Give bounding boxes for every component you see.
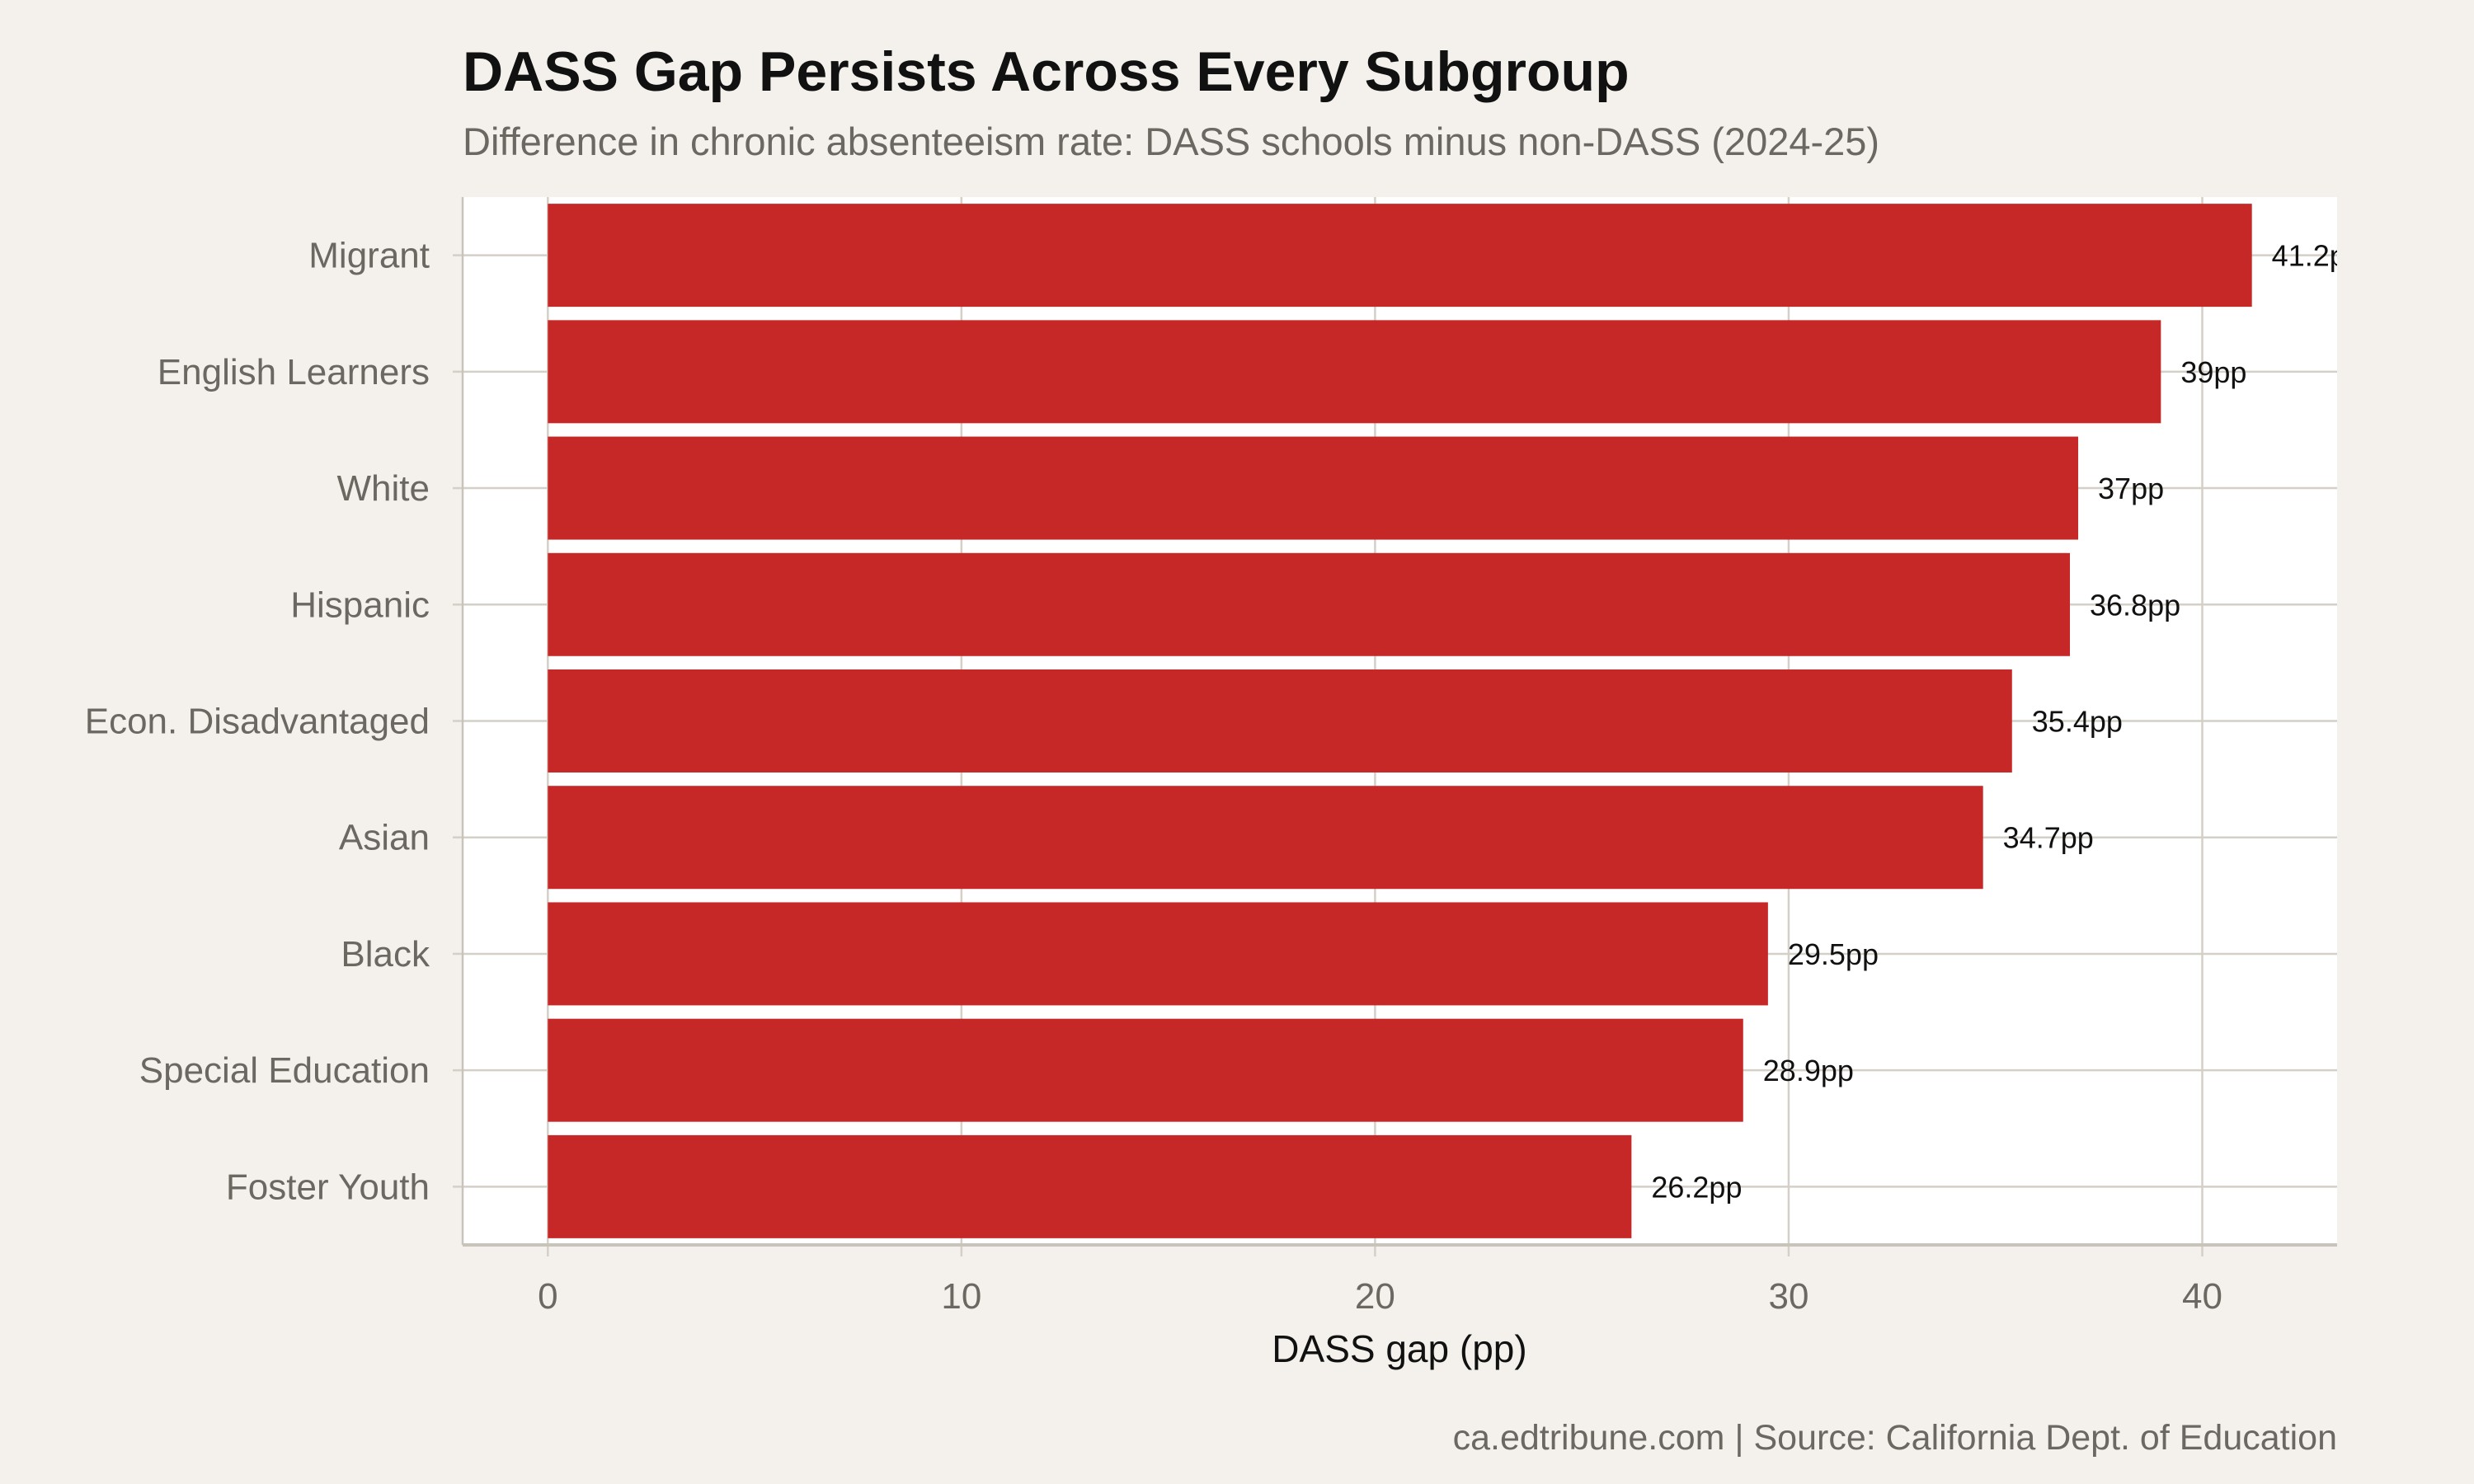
caption: ca.edtribune.com | Source: California De… (1453, 1418, 2337, 1458)
value-label: 36.8pp (2090, 588, 2180, 622)
value-label: 26.2pp (1651, 1170, 1742, 1204)
value-label: 35.4pp (2032, 705, 2123, 739)
value-label: 37pp (2098, 472, 2164, 505)
x-tick-label: 0 (538, 1276, 557, 1317)
x-tick-label: 10 (941, 1276, 981, 1317)
x-axis-label: DASS gap (pp) (1272, 1327, 1526, 1370)
value-label: 39pp (2180, 355, 2246, 389)
bar (548, 436, 2079, 540)
value-label: 28.9pp (1763, 1054, 1854, 1087)
x-tick-label: 20 (1355, 1276, 1395, 1317)
bar (548, 552, 2071, 656)
value-label: 34.7pp (2003, 821, 2094, 855)
bar (548, 204, 2252, 308)
y-tick-label: Econ. Disadvantaged (85, 702, 430, 742)
x-tick-label: 40 (2182, 1276, 2222, 1317)
y-tick-label: English Learners (158, 352, 430, 392)
bars (548, 204, 2252, 1238)
bar (548, 786, 1983, 890)
y-tick-label: White (337, 468, 430, 509)
axes: 0 10 20 30 40 Migrant English Learners White His… (85, 197, 2337, 1317)
value-label: 29.5pp (1788, 937, 1879, 971)
y-tick-label: Foster Youth (226, 1167, 430, 1207)
bar (548, 669, 2012, 773)
value-labels: 41.2pp 39pp 37pp 36.8pp 35.4pp 34.7pp 29.5pp 28… (1651, 239, 2363, 1205)
x-tick-label: 30 (1768, 1276, 1808, 1317)
chart-title: DASS Gap Persists Across Every Subgroup (463, 40, 1630, 103)
bar (548, 1134, 1632, 1238)
y-tick-label: Black (341, 934, 430, 974)
y-tick-label: Special Education (139, 1050, 430, 1091)
value-label: 41.2pp (2272, 239, 2363, 273)
bar (548, 320, 2161, 424)
bar (548, 1018, 1743, 1122)
y-tick-label: Hispanic (290, 585, 430, 625)
y-tick-label: Asian (339, 818, 430, 858)
chart-subtitle: Difference in chronic absenteeism rate: … (463, 120, 1879, 163)
bar (548, 902, 1768, 1006)
y-tick-label: Migrant (308, 236, 430, 276)
